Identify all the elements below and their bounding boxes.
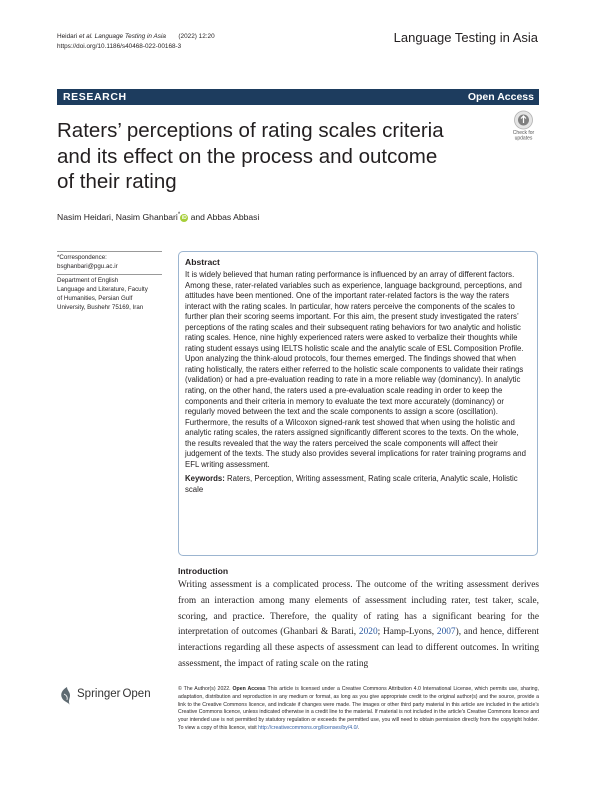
keywords: Keywords: Raters, Perception, Writing as… (185, 474, 531, 495)
introduction-heading: Introduction (178, 566, 229, 576)
journal-name: Language Testing in Asia (393, 30, 538, 45)
badge-line2: updates (515, 136, 533, 142)
correspondence-sidebar: *Correspondence: bsghanbari@pgu.ac.ir De… (57, 251, 162, 312)
citation-author: Heidari (57, 33, 80, 40)
orcid-icon[interactable]: iD (180, 214, 189, 222)
title-line: of their rating (57, 170, 177, 193)
license-end: . (357, 724, 360, 731)
corresponding-star: * (177, 212, 181, 219)
citation-link[interactable]: 2007 (436, 627, 456, 638)
abstract-box: Abstract It is widely believed that huma… (178, 251, 538, 556)
license-url[interactable]: http://creativecommons.org/licenses/by/4… (258, 724, 358, 731)
keywords-text: Raters, Perception, Writing assessment, … (185, 474, 518, 494)
title-line: and its effect on the process and outcom… (57, 144, 438, 168)
abstract-heading: Abstract (185, 257, 220, 267)
introduction-text: Writing assessment is a complicated proc… (178, 578, 539, 673)
affiliation-line: of Humanities, Persian Gulf (57, 294, 133, 302)
doi-link[interactable]: https://doi.org/10.1186/s40468-022-00168… (57, 42, 182, 50)
correspondence-label: *Correspondence: (57, 254, 107, 261)
intro-text-part: Writing assessment is a complicated proc… (178, 580, 539, 638)
author-list: Nasim Heidari, Nasim Ghanbari* iD and Abb… (57, 212, 259, 222)
check-for-updates-badge[interactable]: Check for updates (508, 110, 539, 142)
license-text: © The Author(s) 2022. Open Access This a… (178, 686, 539, 733)
divider (57, 274, 162, 276)
section-band: RESEARCH Open Access (57, 89, 539, 105)
keywords-label: Keywords: (185, 474, 225, 484)
publisher-springer: Springer (77, 688, 121, 700)
affiliation-line: University, Bushehr 75169, Iran (57, 303, 144, 311)
springer-open-logo-icon (61, 687, 70, 705)
intro-text-part: ), and hence, different interactions reg… (178, 627, 539, 669)
license-copyright: © The Author(s) 2022. (178, 686, 233, 692)
publisher-open: Open (122, 688, 151, 700)
divider (57, 251, 162, 252)
citation-link[interactable]: 2020 (358, 627, 378, 638)
title-line: Raters’ perceptions of rating scales cri… (57, 119, 444, 142)
license-body: This article is licensed under a Creativ… (178, 686, 539, 731)
correspondence-email[interactable]: bsghanbari@pgu.ac.ir (57, 262, 118, 270)
article-type-label: RESEARCH (63, 91, 127, 103)
authors-last: and Abbas Abbasi (188, 212, 260, 222)
article-title: Raters’ perceptions of rating scales cri… (57, 118, 487, 195)
badge-line1: Check for (513, 130, 535, 136)
open-access-label: Open Access (467, 91, 534, 103)
affiliation-line: Language and Literature, Faculty (57, 286, 148, 294)
intro-text-part: ; Hamp-Lyons, (377, 627, 437, 638)
citation-journal: et al. Language Testing in Asia (79, 33, 166, 40)
publisher-name: Springer Open (77, 688, 151, 700)
affiliation-line: Department of English (57, 277, 119, 285)
citation-year: (2022) 12:20 (165, 33, 215, 40)
license-open-access: Open Access (232, 686, 266, 692)
authors-first: Nasim Heidari, Nasim Ghanbari (57, 212, 178, 222)
abstract-text: It is widely believed that human rating … (185, 270, 526, 469)
citation-header: Heidari et al. Language Testing in Asia … (57, 32, 215, 51)
